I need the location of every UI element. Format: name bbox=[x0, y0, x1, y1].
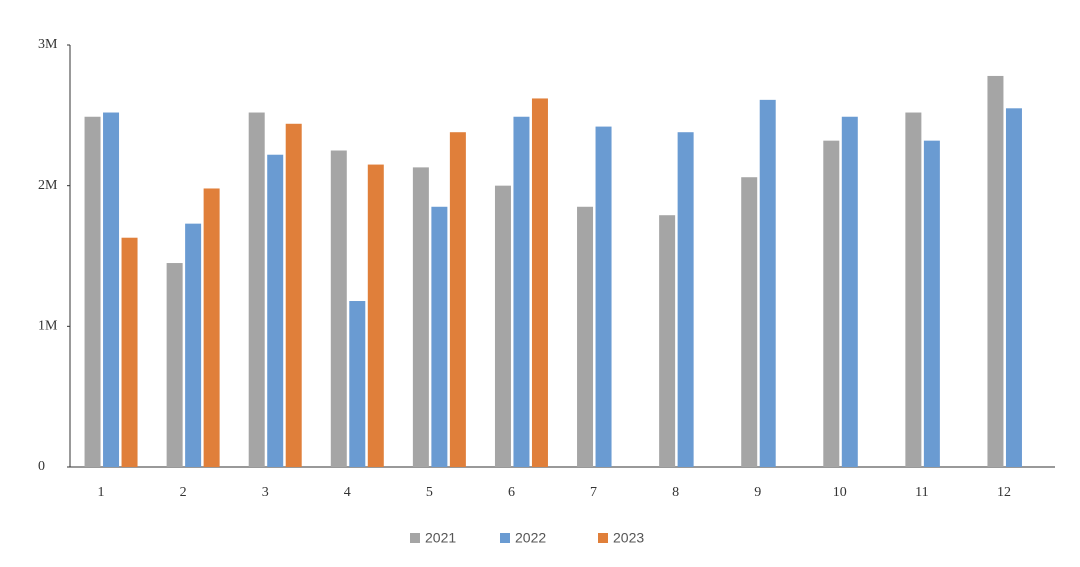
legend-label: 2022 bbox=[515, 530, 546, 546]
bar bbox=[513, 116, 530, 468]
legend-swatch bbox=[598, 533, 608, 543]
bar bbox=[84, 116, 101, 468]
bar bbox=[823, 140, 840, 468]
x-tick-label: 8 bbox=[672, 485, 679, 500]
x-tick-label: 1 bbox=[98, 485, 105, 500]
bar bbox=[330, 150, 347, 467]
bar bbox=[431, 206, 448, 467]
bar bbox=[349, 301, 366, 467]
bar bbox=[923, 140, 940, 468]
bar bbox=[121, 237, 138, 467]
legend-label: 2021 bbox=[425, 530, 456, 546]
legend-swatch bbox=[500, 533, 510, 543]
y-tick-label: 3M bbox=[38, 37, 58, 52]
y-tick-label: 2M bbox=[38, 178, 58, 193]
bar bbox=[412, 167, 429, 467]
x-tick-label: 4 bbox=[344, 485, 351, 500]
bar bbox=[103, 112, 120, 468]
bar bbox=[841, 116, 858, 468]
bar bbox=[577, 206, 594, 467]
y-tick-label: 1M bbox=[38, 319, 58, 334]
bar bbox=[531, 98, 548, 467]
x-tick-label: 6 bbox=[508, 485, 515, 500]
bar bbox=[185, 223, 202, 467]
bar bbox=[367, 164, 384, 468]
bar bbox=[659, 215, 676, 467]
bar bbox=[741, 177, 758, 467]
legend-swatch bbox=[410, 533, 420, 543]
y-tick-label: 0 bbox=[38, 459, 45, 474]
bar bbox=[248, 112, 265, 468]
bar bbox=[677, 132, 694, 468]
x-tick-label: 12 bbox=[997, 485, 1011, 500]
x-tick-label: 2 bbox=[180, 485, 187, 500]
x-tick-label: 7 bbox=[590, 485, 597, 500]
bar bbox=[1005, 108, 1022, 468]
x-tick-label: 10 bbox=[833, 485, 847, 500]
bar bbox=[285, 123, 302, 468]
x-tick-label: 5 bbox=[426, 485, 433, 500]
bar bbox=[595, 126, 612, 467]
legend-label: 2023 bbox=[613, 530, 644, 546]
bar bbox=[494, 185, 511, 467]
bar bbox=[759, 99, 776, 468]
bar bbox=[166, 263, 183, 467]
bar bbox=[203, 188, 220, 468]
x-tick-label: 3 bbox=[262, 485, 269, 500]
bar bbox=[987, 75, 1004, 468]
bar bbox=[905, 112, 922, 468]
bar bbox=[449, 132, 466, 468]
bar bbox=[267, 154, 284, 467]
x-tick-label: 11 bbox=[915, 485, 928, 500]
x-tick-label: 9 bbox=[754, 485, 761, 500]
